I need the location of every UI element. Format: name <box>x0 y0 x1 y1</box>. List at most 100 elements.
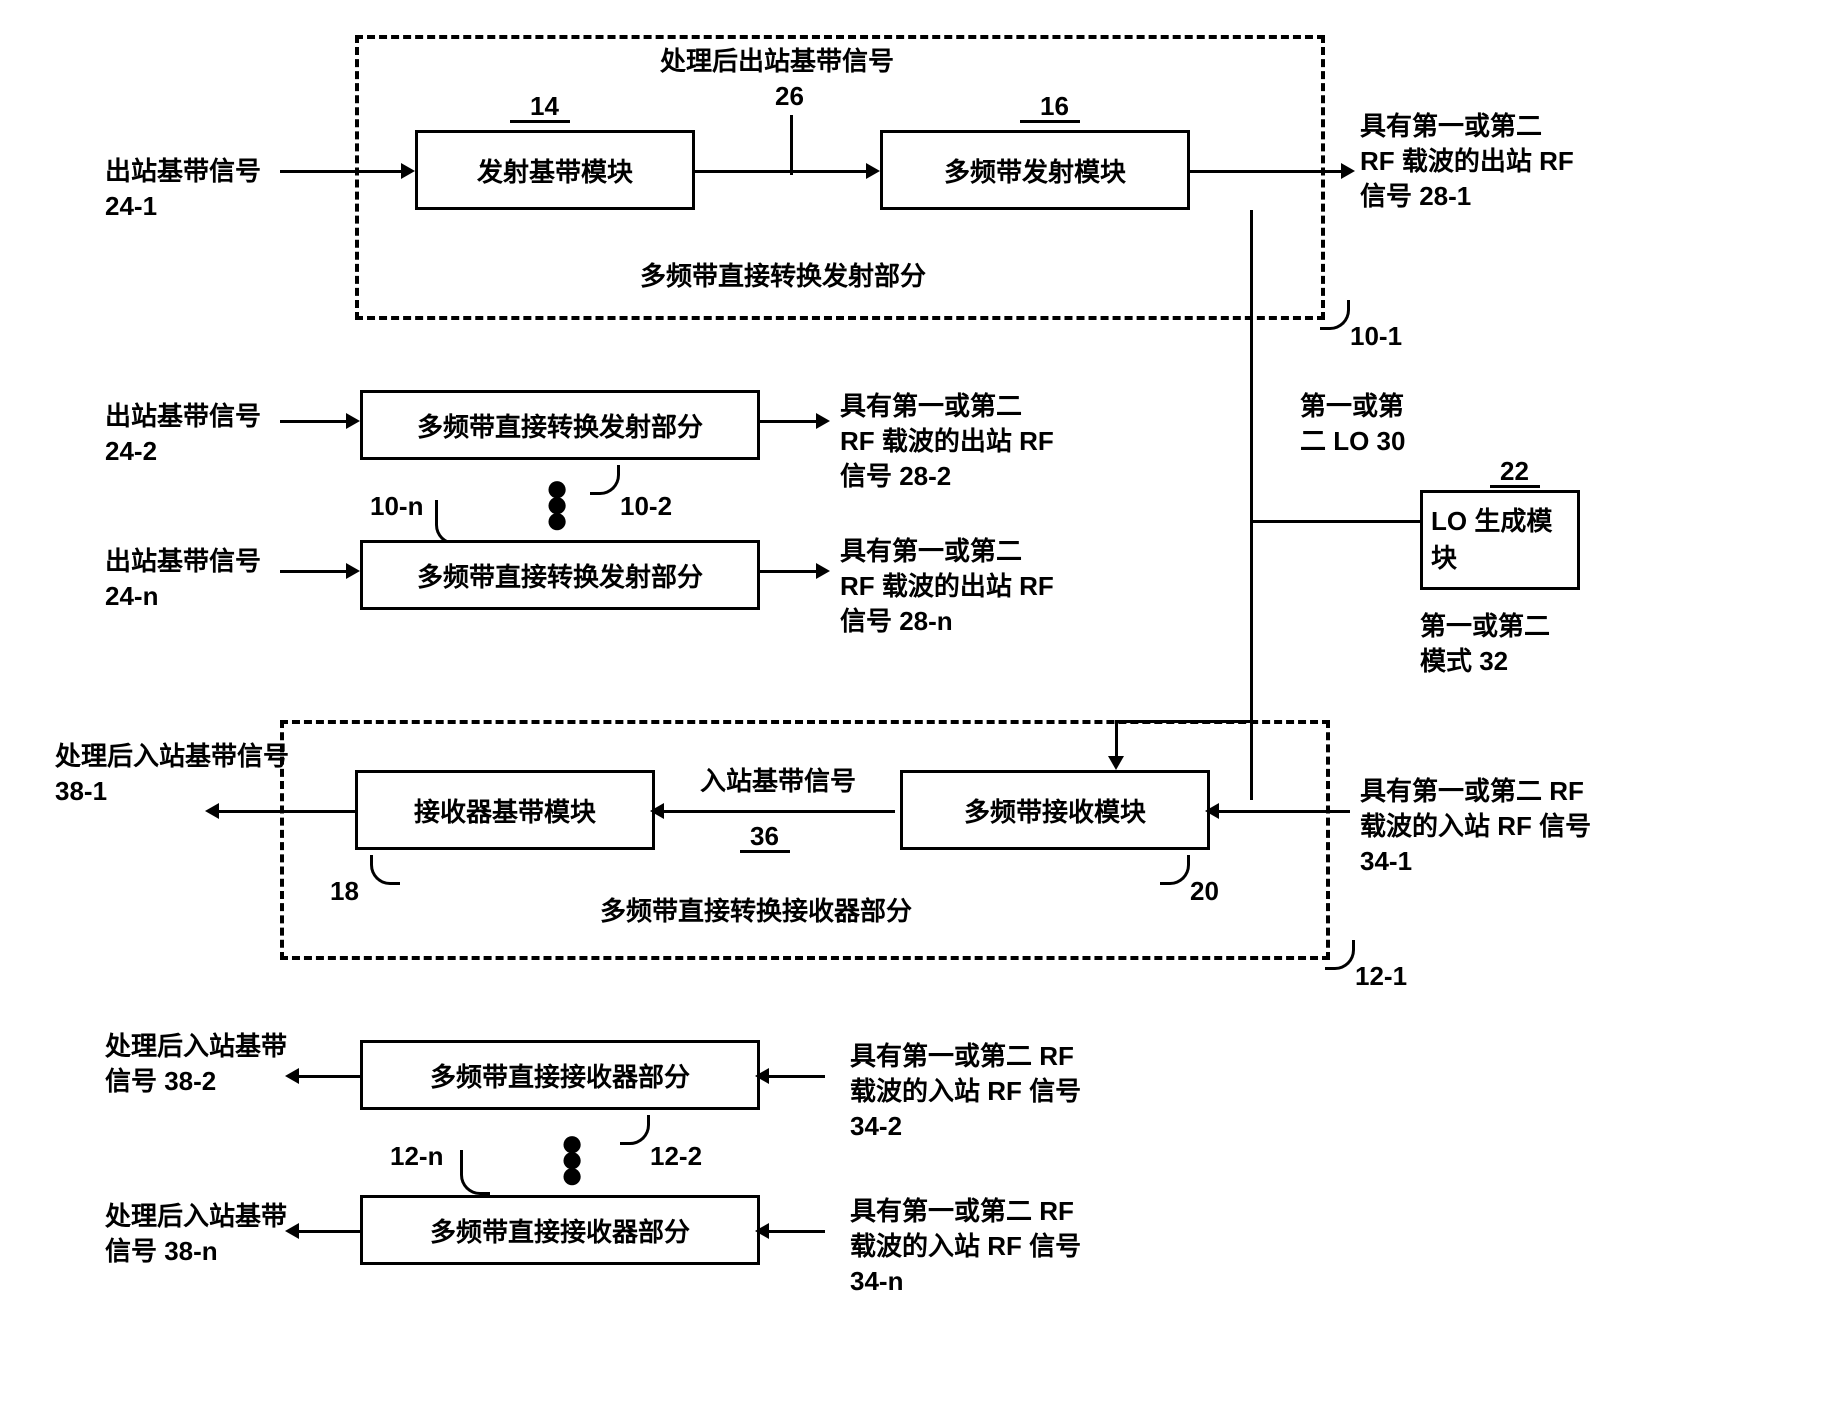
tx2-out-l1: 具有第一或第二 <box>840 390 1022 424</box>
txn-out-l1: 具有第一或第二 <box>840 535 1022 569</box>
arrow <box>660 810 895 813</box>
block-label: LO 生成模块 <box>1431 501 1569 575</box>
tx-multiband-block: 多频带发射模块 <box>880 130 1190 210</box>
ref-line <box>510 120 570 123</box>
rx-output-label: 处理后入站基带信号 <box>55 740 289 774</box>
connector <box>790 115 793 175</box>
block-label: 多频带直接接收器部分 <box>430 1057 690 1094</box>
lo-block-ref: 22 <box>1500 455 1529 489</box>
txn-block: 多频带直接转换发射部分 <box>360 540 760 610</box>
lo-branch <box>1250 520 1420 523</box>
diagram-root: 处理后出站基带信号 26 14 发射基带模块 16 多频带发射模块 出站基带信号… <box>20 20 1812 1406</box>
rxn-block-ref: 12-n <box>390 1140 443 1174</box>
lo-block: LO 生成模块 <box>1420 490 1580 590</box>
arrow <box>280 170 405 173</box>
rx-in-l3: 34-1 <box>1360 845 1412 879</box>
arrow <box>760 420 820 423</box>
tx2-input-ref: 24-2 <box>105 435 157 469</box>
tx2-block-ref: 10-2 <box>620 490 672 524</box>
connector <box>1115 720 1250 723</box>
block-label: 多频带直接转换发射部分 <box>417 407 703 444</box>
tx2-input-label: 出站基带信号 <box>105 400 261 434</box>
rx-baseband-block: 接收器基带模块 <box>355 770 655 850</box>
rx-output-ref: 38-1 <box>55 775 107 809</box>
rx-bb-ref: 18 <box>330 875 359 909</box>
tx-output-l2: RF 载波的出站 RF <box>1360 145 1574 179</box>
arrow <box>1215 810 1350 813</box>
arrow <box>1190 170 1345 173</box>
rxn-in-l1: 具有第一或第二 RF <box>850 1195 1074 1229</box>
rx2-out-l1: 处理后入站基带 <box>105 1030 287 1064</box>
rxn-out-l2: 信号 38-n <box>105 1235 218 1269</box>
arrow <box>695 170 870 173</box>
arrow <box>765 1230 825 1233</box>
arrow <box>760 570 820 573</box>
lo-bus <box>1250 210 1253 800</box>
rx-internal-label: 入站基带信号 <box>700 765 856 799</box>
txn-input-label: 出站基带信号 <box>105 545 261 579</box>
ref-line <box>1490 485 1540 488</box>
tx-output-l3: 信号 28-1 <box>1360 180 1471 214</box>
arrow <box>280 420 350 423</box>
tx-input-ref: 24-1 <box>105 190 157 224</box>
txn-block-ref: 10-n <box>370 490 423 524</box>
ref-curve <box>1325 940 1355 970</box>
ref-curve <box>460 1150 490 1195</box>
rx-internal-ref: 36 <box>750 820 779 854</box>
block-label: 多频带直接转换发射部分 <box>417 557 703 594</box>
txn-out-l3: 信号 28-n <box>840 605 953 639</box>
rxn-in-l2: 载波的入站 RF 信号 <box>850 1230 1081 1264</box>
txn-out-l2: RF 载波的出站 RF <box>840 570 1054 604</box>
tx2-out-l2: RF 载波的出站 RF <box>840 425 1054 459</box>
lo-mode-l2: 模式 32 <box>1420 645 1508 679</box>
lo-out-l2: 二 LO 30 <box>1300 425 1405 459</box>
rx-container-label: 多频带直接转换接收器部分 <box>600 895 912 929</box>
arrow <box>1115 720 1118 760</box>
rx2-in-l3: 34-2 <box>850 1110 902 1144</box>
rxn-in-l3: 34-n <box>850 1265 903 1299</box>
rxn-block: 多频带直接接收器部分 <box>360 1195 760 1265</box>
tx-container-ref: 10-1 <box>1350 320 1402 354</box>
rx2-in-l1: 具有第一或第二 RF <box>850 1040 1074 1074</box>
ref-line <box>1020 120 1080 123</box>
arrow <box>765 1075 825 1078</box>
tx-title-ref: 26 <box>775 80 804 114</box>
tx-input-label: 出站基带信号 <box>105 155 261 189</box>
rx2-out-l2: 信号 38-2 <box>105 1065 216 1099</box>
block-label: 发射基带模块 <box>477 152 633 189</box>
tx2-block: 多频带直接转换发射部分 <box>360 390 760 460</box>
rxn-out-l1: 处理后入站基带 <box>105 1200 287 1234</box>
lo-mode-l1: 第一或第二 <box>1420 610 1550 644</box>
rx-in-l1: 具有第一或第二 RF <box>1360 775 1584 809</box>
ref-line <box>740 850 790 853</box>
tx-title: 处理后出站基带信号 <box>660 45 894 79</box>
tx-baseband-block: 发射基带模块 <box>415 130 695 210</box>
rx-container-ref: 12-1 <box>1355 960 1407 994</box>
rx-in-l2: 载波的入站 RF 信号 <box>1360 810 1591 844</box>
rx-multiband-block: 多频带接收模块 <box>900 770 1210 850</box>
block-label: 接收器基带模块 <box>414 792 596 829</box>
tx-bb-ref: 14 <box>530 90 559 124</box>
arrow <box>295 1230 360 1233</box>
tx-mb-ref: 16 <box>1040 90 1069 124</box>
txn-input-ref: 24-n <box>105 580 158 614</box>
arrow <box>295 1075 360 1078</box>
ellipsis: ●●● <box>545 480 569 528</box>
ellipsis: ●●● <box>560 1135 584 1183</box>
rx-mb-ref: 20 <box>1190 875 1219 909</box>
ref-curve <box>1320 300 1350 330</box>
rx2-block: 多频带直接接收器部分 <box>360 1040 760 1110</box>
block-label: 多频带直接接收器部分 <box>430 1212 690 1249</box>
arrow <box>280 570 350 573</box>
block-label: 多频带发射模块 <box>944 152 1126 189</box>
ref-curve <box>435 500 465 545</box>
rx2-in-l2: 载波的入站 RF 信号 <box>850 1075 1081 1109</box>
tx-output-l1: 具有第一或第二 <box>1360 110 1542 144</box>
tx-container-label: 多频带直接转换发射部分 <box>640 260 926 294</box>
rx2-block-ref: 12-2 <box>650 1140 702 1174</box>
arrow <box>215 810 355 813</box>
tx2-out-l3: 信号 28-2 <box>840 460 951 494</box>
lo-out-l1: 第一或第 <box>1300 390 1404 424</box>
block-label: 多频带接收模块 <box>964 792 1146 829</box>
ref-curve <box>620 1115 650 1145</box>
